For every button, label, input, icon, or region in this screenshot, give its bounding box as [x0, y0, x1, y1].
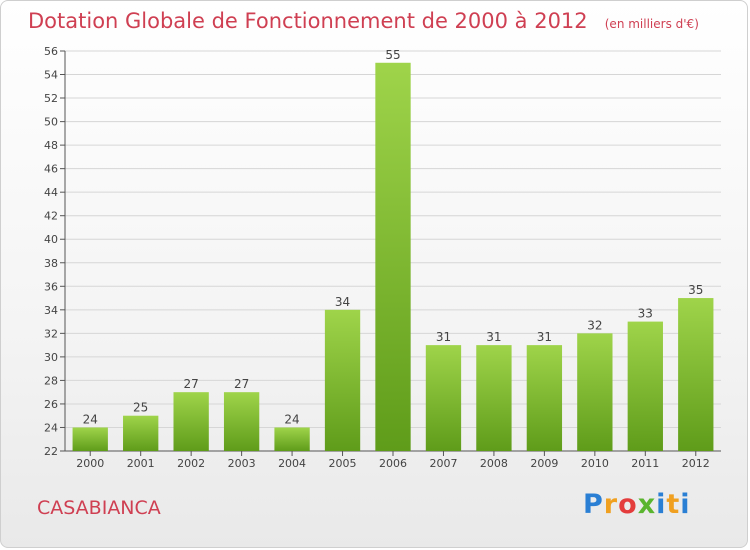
bar [627, 321, 663, 451]
y-tick-label: 28 [44, 374, 58, 387]
bar [375, 62, 411, 451]
title-row: Dotation Globale de Fonctionnement de 20… [28, 9, 699, 33]
bar [526, 345, 563, 451]
data-label: 34 [335, 295, 350, 309]
y-tick-label: 34 [44, 304, 58, 317]
y-tick-label: 42 [44, 210, 58, 223]
y-tick-label: 48 [44, 139, 58, 152]
data-label: 27 [234, 377, 249, 391]
y-tick-label: 52 [44, 92, 58, 105]
logo-letter: o [618, 489, 638, 520]
x-tick-label: 2003 [228, 457, 256, 470]
proxiti-logo: Proxiti [583, 489, 691, 520]
bar [577, 333, 613, 451]
data-label: 24 [284, 412, 299, 426]
y-tick-label: 26 [44, 398, 58, 411]
data-label: 24 [83, 412, 98, 426]
bar [274, 427, 310, 451]
x-tick-label: 2001 [127, 457, 155, 470]
y-tick-label: 32 [44, 327, 58, 340]
x-tick-label: 2004 [278, 457, 306, 470]
bar [476, 345, 512, 451]
logo-letter: r [603, 489, 619, 520]
y-tick-label: 46 [44, 163, 58, 176]
bar [173, 392, 209, 451]
x-tick-label: 2011 [631, 457, 659, 470]
y-tick-label: 50 [44, 116, 58, 129]
data-label: 31 [436, 330, 451, 344]
x-tick-label: 2000 [76, 457, 104, 470]
data-label: 25 [133, 401, 148, 415]
x-tick-label: 2005 [329, 457, 357, 470]
y-tick-label: 40 [44, 233, 58, 246]
y-tick-label: 30 [44, 351, 58, 364]
data-label: 33 [638, 307, 653, 321]
y-tick-label: 56 [44, 45, 58, 58]
logo-letter: P [583, 489, 604, 520]
logo-letter: x [637, 489, 657, 520]
data-label: 35 [688, 283, 703, 297]
data-label: 31 [537, 330, 552, 344]
y-tick-label: 44 [44, 186, 58, 199]
data-label: 27 [184, 377, 199, 391]
x-tick-label: 2010 [581, 457, 609, 470]
x-tick-label: 2009 [530, 457, 558, 470]
bar [425, 345, 462, 451]
y-tick-label: 22 [44, 445, 58, 458]
chart-subtitle: (en milliers d'€) [604, 17, 699, 31]
x-tick-label: 2007 [429, 457, 457, 470]
labels: 22 24 26 28 30 32 34 36 38 40 42 44 46 48 50 52 54 56 24 20… [44, 45, 710, 470]
x-tick-label: 2006 [379, 457, 407, 470]
bar [678, 298, 714, 451]
logo-letter: i [656, 489, 667, 520]
y-tick-label: 36 [44, 280, 58, 293]
x-tick-label: 2008 [480, 457, 508, 470]
logo-letter: t [666, 489, 681, 520]
logo-letter: i [680, 489, 691, 520]
bar [123, 415, 159, 451]
y-tick-label: 54 [44, 69, 58, 82]
x-tick-label: 2002 [177, 457, 205, 470]
data-label: 55 [385, 48, 400, 62]
bar [223, 392, 260, 451]
data-label: 31 [486, 330, 501, 344]
chart-title: Dotation Globale de Fonctionnement de 20… [28, 9, 588, 33]
data-label: 32 [587, 318, 602, 332]
x-tick-label: 2012 [682, 457, 710, 470]
bars [72, 62, 714, 451]
y-tick-label: 24 [44, 421, 58, 434]
bar [324, 309, 361, 451]
bar [72, 427, 108, 451]
y-tick-label: 38 [44, 257, 58, 270]
commune-name: CASABIANCA [37, 497, 161, 519]
